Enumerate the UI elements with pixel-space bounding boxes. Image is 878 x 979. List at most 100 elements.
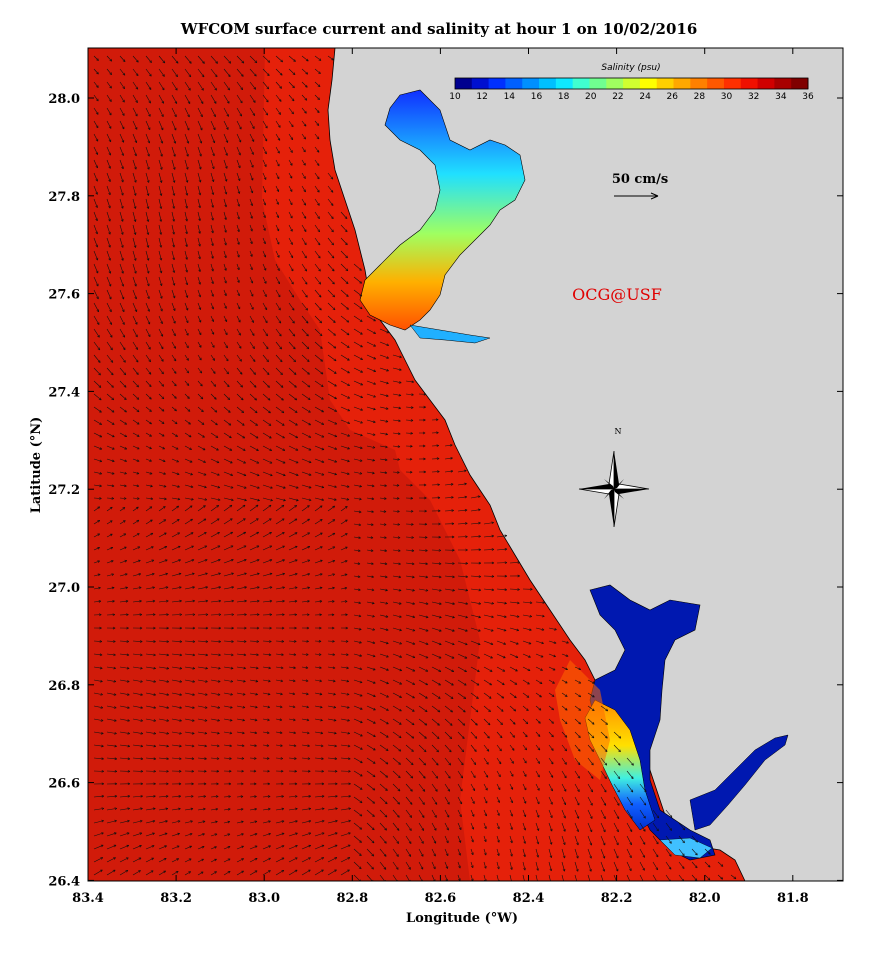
current-arrowhead (373, 407, 376, 411)
current-arrow (236, 531, 246, 538)
current-arrow (444, 666, 454, 672)
current-arrowhead (373, 721, 376, 724)
current-arrowhead (127, 769, 131, 773)
colorbar-swatch (455, 78, 473, 89)
current-arrow (93, 419, 102, 425)
current-arrow (171, 81, 178, 91)
current-arrowhead (346, 345, 350, 348)
current-arrow (132, 224, 136, 235)
current-arrowhead (257, 486, 260, 489)
current-arrow (379, 354, 389, 359)
current-arrowhead (205, 626, 209, 630)
current-arrowhead (304, 281, 308, 285)
current-arrowhead (307, 769, 311, 773)
current-arrow (106, 844, 117, 850)
current-arrowhead (149, 421, 152, 425)
current-arrow (236, 497, 247, 501)
current-arrow (587, 692, 595, 698)
current-arrow (561, 783, 567, 792)
current-arrowhead (281, 410, 285, 414)
current-arrowhead (563, 829, 566, 832)
current-arrow (340, 705, 350, 708)
current-arrowhead (140, 769, 144, 773)
current-arrowhead (173, 333, 176, 337)
current-arrowhead (409, 457, 413, 461)
current-arrow (275, 718, 283, 721)
current-arrow (262, 341, 269, 350)
current-arrow (652, 861, 659, 871)
current-arrow (288, 679, 296, 682)
current-arrowhead (536, 841, 540, 845)
current-arrow (301, 68, 308, 75)
current-arrow (613, 861, 619, 872)
current-arrow (496, 718, 503, 725)
current-arrow (223, 586, 234, 590)
current-arrow (262, 757, 270, 759)
current-arrow (132, 146, 137, 157)
current-arrow (418, 744, 427, 753)
current-arrow (275, 224, 280, 232)
current-arrow (184, 458, 193, 463)
current-arrow (119, 393, 127, 400)
current-arrowhead (359, 306, 363, 310)
current-arrow (262, 705, 270, 708)
current-arrow (626, 861, 632, 871)
current-arrowhead (166, 653, 169, 657)
current-arrowhead (332, 519, 336, 522)
current-arrow (301, 679, 309, 682)
current-arrowhead (334, 459, 338, 463)
current-arrowhead (192, 586, 195, 589)
current-arrow (158, 432, 165, 437)
current-arrow (106, 520, 113, 525)
current-arrowhead (655, 854, 659, 858)
current-arrow (249, 120, 255, 129)
current-arrow (353, 666, 363, 670)
current-arrow (418, 679, 428, 686)
current-arrowhead (140, 666, 143, 670)
current-arrow (184, 505, 193, 512)
current-arrow (418, 783, 426, 792)
current-arrow (431, 614, 442, 618)
current-arrow (223, 484, 234, 489)
current-arrow (145, 532, 154, 538)
current-arrowhead (334, 498, 337, 501)
current-arrow (223, 445, 233, 451)
current-arrow (600, 718, 608, 725)
current-arrowhead (294, 545, 298, 549)
current-arrowhead (471, 826, 475, 830)
current-arrow (275, 120, 281, 128)
current-arrowhead (190, 472, 193, 476)
current-arrow (184, 302, 189, 311)
current-arrowhead (642, 828, 646, 832)
current-arrow (626, 835, 632, 845)
current-arrow (366, 419, 376, 423)
current-arrowhead (305, 294, 308, 298)
current-arrowhead (386, 381, 389, 385)
current-arrowhead (267, 705, 271, 709)
colorbar-tick-label: 32 (748, 92, 759, 102)
current-arrow (496, 861, 500, 870)
current-arrow (106, 808, 117, 811)
current-arrow (639, 848, 645, 858)
current-arrow (379, 718, 389, 725)
current-arrowhead (153, 640, 156, 643)
current-arrow (301, 497, 312, 501)
current-arrowhead (136, 459, 140, 462)
current-arrowhead (204, 744, 207, 748)
current-arrow (223, 159, 228, 169)
current-arrowhead (218, 626, 222, 630)
current-arrow (574, 809, 579, 819)
current-arrowhead (229, 744, 232, 748)
current-arrow (327, 302, 336, 311)
current-arrowhead (347, 869, 350, 873)
current-arrowhead (397, 458, 400, 461)
current-arrow (366, 484, 375, 487)
current-arrowhead (551, 694, 555, 697)
current-arrowhead (528, 655, 531, 658)
current-arrowhead (373, 318, 376, 322)
current-arrowhead (240, 74, 244, 77)
current-arrow (119, 263, 124, 274)
current-arrow (119, 679, 130, 683)
colorbar-swatch (539, 78, 557, 89)
current-arrowhead (720, 876, 724, 880)
